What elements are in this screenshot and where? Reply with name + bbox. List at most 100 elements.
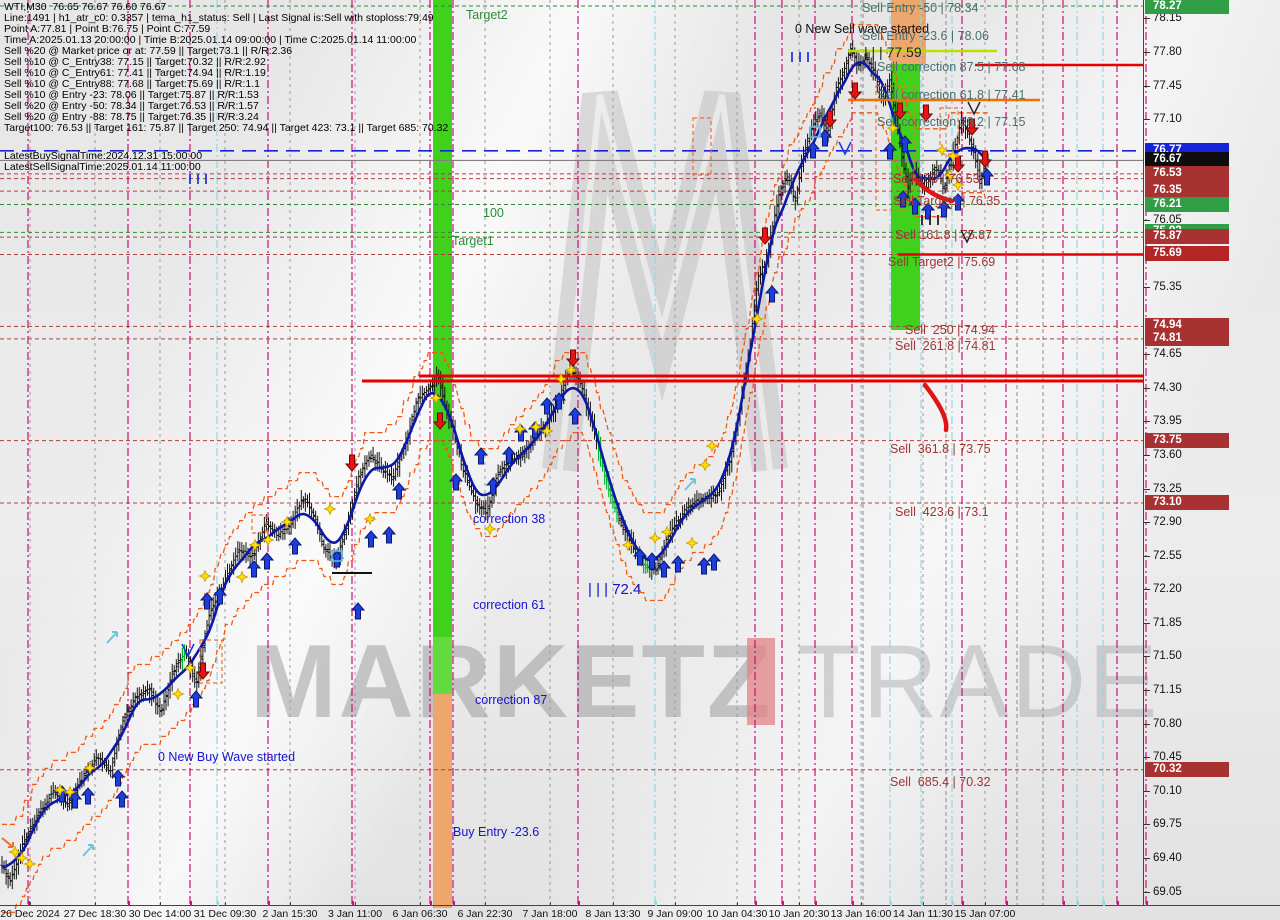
price-tick-mark <box>1144 656 1150 658</box>
event-band <box>433 694 452 908</box>
price-tick-label: 78.15 <box>1153 12 1182 25</box>
buy-arrow-icon <box>212 587 228 605</box>
sell-arrow-icon <box>977 150 993 168</box>
buy-arrow-icon <box>979 168 995 186</box>
time-tick-mark <box>420 902 421 906</box>
star-signal-icon <box>750 312 764 326</box>
buy-arrow-icon <box>363 530 379 548</box>
wave-check-dark-icon <box>960 229 974 244</box>
info-line: Line:1491 | h1_atr_c0: 0.3357 | tema_h1_… <box>4 12 434 24</box>
star-signal-icon <box>564 363 578 377</box>
time-tick-mark <box>160 902 161 906</box>
star-signal-icon <box>660 525 674 539</box>
price-tick-mark <box>1144 421 1150 423</box>
info-line: LatestSellSignalTime:2025.01.14 11:00:00 <box>4 161 201 173</box>
star-signal-icon <box>429 391 443 405</box>
star-signal-icon <box>280 515 294 529</box>
chart-text-label: correction 61 <box>473 598 546 612</box>
star-signal-icon <box>323 502 337 516</box>
time-tick-label: 27 Dec 18:30 <box>63 908 127 920</box>
event-axis-mark <box>578 901 580 906</box>
price-tick-mark <box>1144 824 1150 826</box>
star-signal-icon <box>705 439 719 453</box>
candlesticks-up[interactable] <box>180 430 650 671</box>
time-tick-mark <box>861 902 862 906</box>
chart-text-label: | | | 72.4 <box>588 581 642 598</box>
price-tick-label: 70.80 <box>1153 717 1182 730</box>
price-scale[interactable]: 78.27 78.15 77.80 77.45 77.10 76.77 76.67 76.53… <box>1143 0 1280 905</box>
chart-text-label: Sell correction 61.8 | 77.41 <box>877 88 1026 102</box>
buy-arrow-icon <box>501 446 517 464</box>
star-signal-icon <box>529 420 543 434</box>
buy-arrow-icon <box>696 557 712 575</box>
star-signal-icon <box>23 857 37 871</box>
star-signal-icon <box>540 424 554 438</box>
price-tick-label: 77.10 <box>1153 113 1182 126</box>
time-axis[interactable]: 26 Dec 2024 27 Dec 18:30 30 Dec 14:00 31 De… <box>0 901 1280 920</box>
info-line: LatestBuySignalTime:2024.12.31 15:00:00 <box>4 150 203 162</box>
time-tick-mark <box>95 902 96 906</box>
square-marker-icon <box>331 550 343 562</box>
chart-text-label: Target1 <box>452 234 494 248</box>
chart-text-label: Sell Target1 | 76.35 <box>893 194 1001 208</box>
buy-arrow-icon <box>287 537 303 555</box>
event-axis-mark <box>128 901 130 906</box>
price-tick-mark <box>1144 555 1150 557</box>
buy-arrow-icon <box>259 552 275 570</box>
time-tick-mark <box>675 902 676 906</box>
chart-text-label: | | | 77.59 <box>864 44 922 60</box>
price-tick-label: 69.75 <box>1153 818 1182 831</box>
buy-arrow-icon <box>246 560 262 578</box>
time-tick-mark <box>485 902 486 906</box>
time-tick-label: 3 Jan 11:00 <box>327 908 383 920</box>
time-tick-label: 26 Dec 2024 <box>0 908 60 920</box>
time-tick-mark <box>290 902 291 906</box>
tema-line <box>1 61 989 869</box>
sell-arrow-icon <box>565 349 581 367</box>
chart-text-label: Sell 161.8 | 75.87 <box>895 228 993 242</box>
price-tick-mark <box>1144 354 1150 356</box>
price-tick-mark <box>1144 119 1150 121</box>
price-scale-box: 76.35 <box>1145 183 1229 199</box>
buy-arrow-icon <box>80 787 96 805</box>
wave-count-icon <box>791 52 809 62</box>
price-tick-mark <box>1144 690 1150 692</box>
buy-arrow-icon <box>895 190 911 208</box>
price-tick-mark <box>1144 52 1150 53</box>
buy-arrow-icon <box>448 473 464 491</box>
sell-arrow-icon <box>757 227 773 245</box>
event-axis-mark <box>28 901 30 906</box>
price-scale-box: 78.27 <box>1145 0 1229 14</box>
price-scale-box: 74.94 <box>1145 318 1229 334</box>
session-axis-mark <box>217 901 219 906</box>
buy-arrow-icon <box>67 791 83 809</box>
price-scale-box: 75.87 <box>1145 229 1229 245</box>
star-signal-icon <box>935 143 949 157</box>
time-tick-label: 8 Jan 13:30 <box>585 908 641 920</box>
star-signal-icon <box>171 687 185 701</box>
star-signal-icon <box>15 851 29 865</box>
price-tick-label: 77.45 <box>1153 79 1182 92</box>
price-scale-box: 76.21 <box>1145 196 1229 212</box>
time-tick-label: 14 Jan 11:30 <box>893 908 953 920</box>
event-axis-mark <box>1006 901 1008 906</box>
time-tick-label: 6 Jan 22:30 <box>457 908 513 920</box>
star-signal-icon <box>685 536 699 550</box>
wave-count-dark-icon <box>921 215 939 225</box>
price-tick-mark <box>1144 85 1150 87</box>
price-tick-label: 72.55 <box>1153 549 1182 562</box>
price-scale-box: 70.32 <box>1145 761 1229 777</box>
price-tick-label: 74.65 <box>1153 348 1182 361</box>
star-signal-icon <box>621 538 635 552</box>
event-band <box>433 637 452 694</box>
session-axis-mark <box>890 901 892 906</box>
price-tick-label: 72.90 <box>1153 516 1182 529</box>
session-axis-mark <box>952 901 954 906</box>
star-signal-icon <box>53 783 67 797</box>
price-tick-label: 69.05 <box>1153 885 1182 898</box>
star-signal-icon <box>83 761 97 775</box>
chart-text-label: correction 38 <box>473 512 546 526</box>
event-axis-mark <box>430 901 432 906</box>
price-scale-box: 76.53 <box>1145 165 1229 181</box>
